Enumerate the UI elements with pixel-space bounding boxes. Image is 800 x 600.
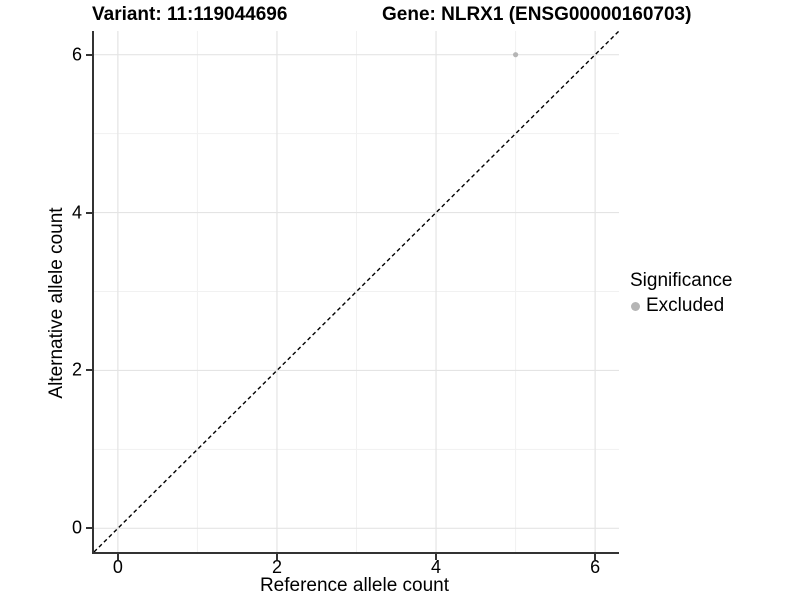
- y-tick-label: 4: [71, 202, 82, 223]
- x-tick-mark: [594, 554, 597, 560]
- data-point: [512, 52, 519, 58]
- x-tick-label: 2: [271, 557, 282, 577]
- x-tick-label: 4: [431, 557, 442, 577]
- y-tick-label: 6: [71, 44, 82, 65]
- legend-items: Excluded: [627, 295, 732, 317]
- title-gene: Gene: NLRX1 (ENSG00000160703): [382, 4, 692, 25]
- y-tick-mark: [86, 369, 92, 372]
- y-axis-label: Alternative allele count: [46, 207, 67, 399]
- y-tick-mark: [86, 211, 92, 214]
- panel-canvas: [94, 31, 619, 552]
- y-tick-mark: [86, 527, 92, 530]
- y-tick-label: 2: [71, 359, 82, 380]
- legend-title: Significance: [630, 270, 733, 291]
- legend-item: Excluded: [627, 295, 732, 317]
- x-tick-label: 6: [590, 557, 601, 577]
- x-tick-mark: [116, 554, 119, 560]
- x-tick-mark: [435, 554, 438, 560]
- x-tick-mark: [275, 554, 278, 560]
- legend-point-icon: [631, 301, 640, 311]
- y-tick-mark: [86, 53, 92, 56]
- legend: Significance Excluded: [627, 270, 732, 317]
- x-tick-label: 0: [112, 557, 123, 577]
- legend-item-label: Excluded: [646, 295, 725, 316]
- y-tick-label: 0: [71, 517, 82, 538]
- x-axis-label: Reference allele count: [259, 575, 450, 596]
- identity-dashed-line: [94, 31, 619, 552]
- title-variant: Variant: 11:119044696: [92, 4, 288, 25]
- plot-panel: [92, 31, 619, 554]
